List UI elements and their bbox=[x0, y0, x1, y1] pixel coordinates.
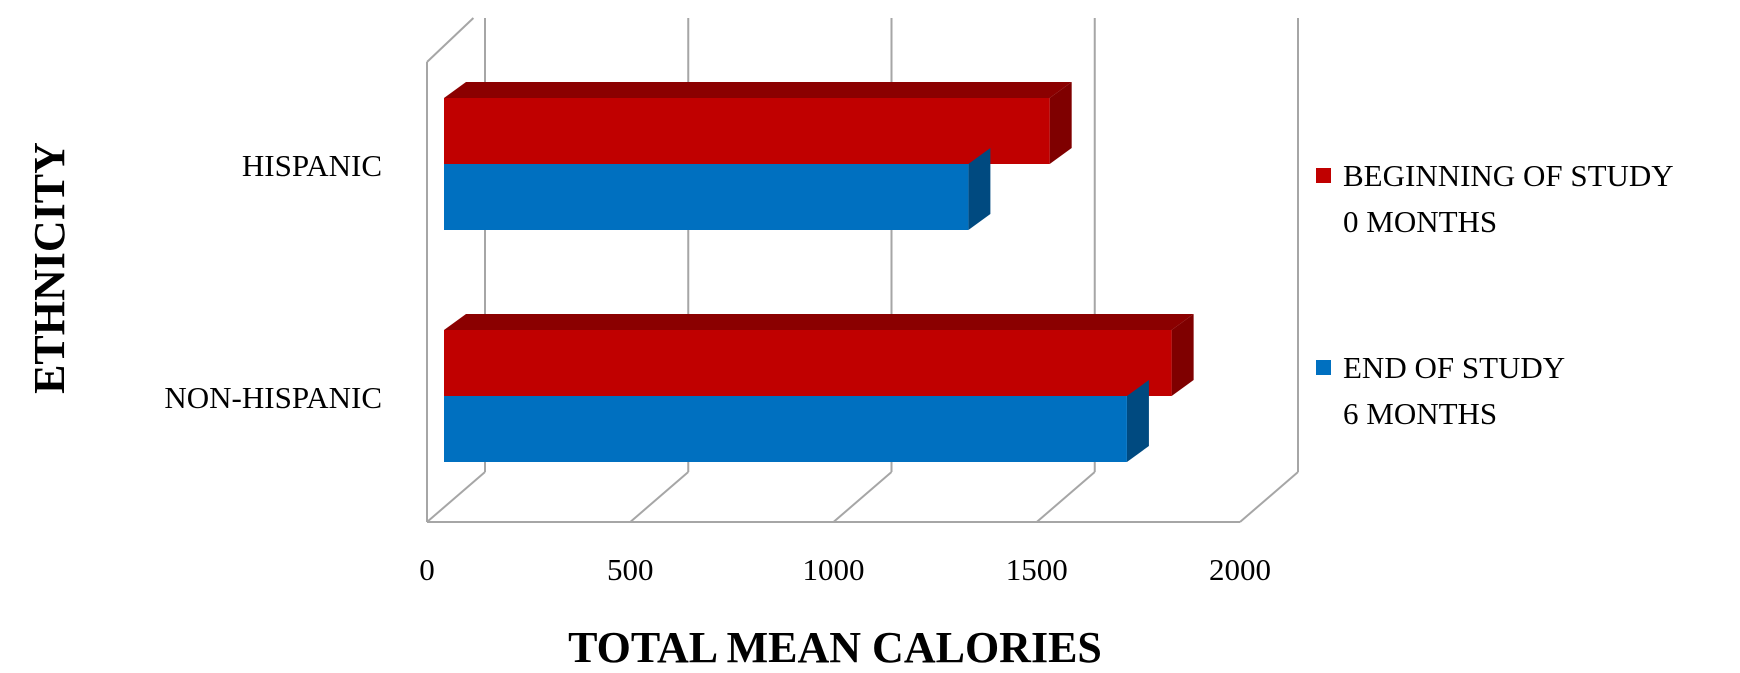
legend-label: BEGINNING OF STUDY 0 MONTHS bbox=[1343, 158, 1674, 239]
y-category-label: NON-HISPANIC bbox=[164, 380, 382, 415]
x-tick-label: 500 bbox=[607, 552, 654, 587]
legend-swatch bbox=[1316, 168, 1331, 183]
legend-label-line: 6 MONTHS bbox=[1343, 396, 1497, 431]
legend-label-line: END OF STUDY bbox=[1343, 350, 1565, 385]
legend: BEGINNING OF STUDY 0 MONTHS END OF STUDY 6 … bbox=[1316, 158, 1674, 431]
bar-top-face bbox=[444, 314, 1194, 330]
floor-gridline bbox=[832, 471, 893, 523]
x-tick-label: 2000 bbox=[1209, 552, 1271, 587]
bar bbox=[444, 164, 969, 230]
legend-label: END OF STUDY 6 MONTHS bbox=[1343, 350, 1565, 431]
y-category-label: HISPANIC bbox=[242, 148, 382, 183]
floor-gridline bbox=[426, 471, 486, 523]
bars-layer bbox=[444, 82, 1194, 462]
x-tick-label: 1000 bbox=[803, 552, 865, 587]
bar-side-face bbox=[968, 148, 991, 230]
bar-side-face bbox=[1049, 82, 1072, 164]
x-axis-title: TOTAL MEAN CALORIES bbox=[568, 623, 1102, 668]
legend-label-line: 0 MONTHS bbox=[1343, 204, 1497, 239]
x-tick-label: 1500 bbox=[1006, 552, 1068, 587]
floor-gridline bbox=[1239, 471, 1299, 523]
bar bbox=[444, 330, 1172, 396]
bar bbox=[444, 396, 1127, 462]
bar-side-face bbox=[1126, 380, 1149, 462]
floor-gridline bbox=[629, 471, 689, 523]
bar-top-face bbox=[444, 82, 1072, 98]
legend-swatch bbox=[1316, 360, 1331, 375]
x-tick-label: 0 bbox=[419, 552, 435, 587]
y-axis-title: ETHNICITY bbox=[25, 142, 74, 394]
bar bbox=[444, 98, 1050, 164]
left-wall-top-edge bbox=[426, 17, 475, 63]
labels-layer: 0 500 1000 1500 2000 HISPANIC NON-HISPANIC bbox=[164, 148, 1271, 587]
legend-label-line: BEGINNING OF STUDY bbox=[1343, 158, 1674, 193]
floor-gridline bbox=[1036, 471, 1096, 523]
bar-side-face bbox=[1171, 314, 1194, 396]
